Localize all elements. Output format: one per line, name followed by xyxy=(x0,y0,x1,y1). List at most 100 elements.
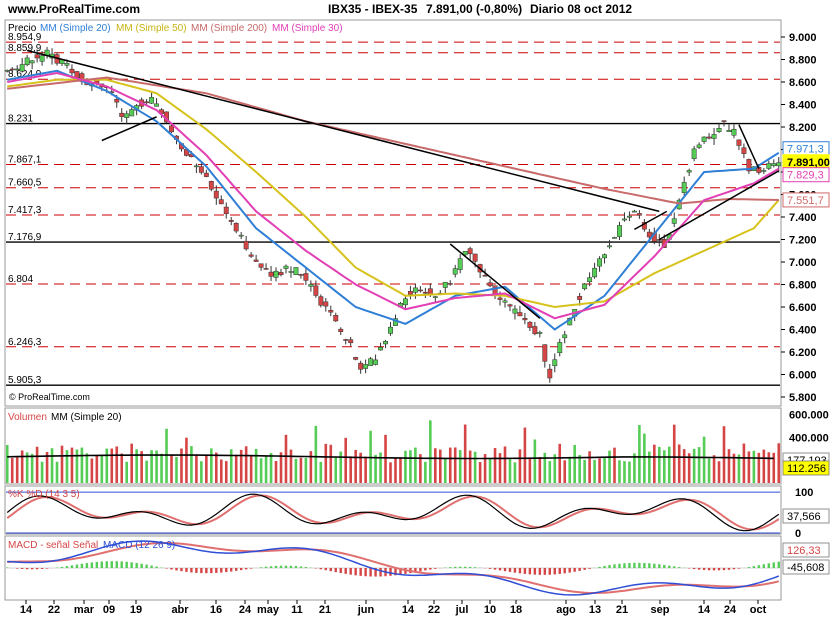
volume-bar xyxy=(45,451,49,483)
macd-hist-bar xyxy=(603,565,606,568)
price-badge xyxy=(782,167,830,183)
volume-bar xyxy=(359,452,362,483)
macd-hist-bar xyxy=(608,565,611,568)
macd-hist-bar xyxy=(668,565,671,568)
stoch-tick: 100 xyxy=(795,487,813,499)
candle-body xyxy=(268,271,274,277)
volume-bar xyxy=(409,450,412,483)
candle-body xyxy=(721,120,727,122)
y-tick-label: 6.000 xyxy=(789,370,817,382)
trend-line xyxy=(658,170,780,241)
volume-tick: 400.000 xyxy=(789,432,829,444)
candle-body xyxy=(298,274,304,276)
x-tick-label: 10 xyxy=(484,604,496,616)
volume-bar xyxy=(50,448,54,483)
candle-body xyxy=(169,125,174,133)
macd-hist-bar xyxy=(215,568,218,573)
macd-hist-bar xyxy=(498,568,502,571)
volume-bar xyxy=(214,452,218,483)
macd-hist-bar xyxy=(757,565,761,568)
candle-body xyxy=(9,68,15,71)
y-tick-label: 6.600 xyxy=(789,302,817,314)
macd-hist-bar xyxy=(95,561,99,568)
candle-body xyxy=(24,57,30,65)
stoch-k-line xyxy=(6,493,780,532)
candle-body xyxy=(19,64,25,72)
macd-hist-bar xyxy=(230,568,233,572)
volume-bar xyxy=(478,462,482,483)
volume-bar xyxy=(185,437,188,483)
level-label: 7.417,3 xyxy=(8,205,42,216)
volume-bar xyxy=(662,450,666,483)
candle-body xyxy=(776,162,782,167)
macd-hist-bar xyxy=(727,568,731,570)
volume-bar xyxy=(294,458,298,483)
candle-body xyxy=(353,357,359,360)
y-tick-label: 6.400 xyxy=(789,325,817,337)
volume-bar xyxy=(453,447,457,483)
candle-body xyxy=(149,97,155,104)
volume-bar xyxy=(210,448,213,483)
volume-bar xyxy=(737,454,741,483)
volume-bar xyxy=(259,458,263,483)
macd-hist-bar xyxy=(364,568,367,577)
volume-bar xyxy=(339,451,343,483)
candle-body xyxy=(373,359,379,365)
period-text: Diario 08 oct 2012 xyxy=(530,2,633,16)
macd-hist-bar xyxy=(523,568,527,574)
macd-badge xyxy=(782,542,830,558)
macd-hist-bar xyxy=(697,568,701,570)
macd-hist-bar xyxy=(588,568,591,569)
volume-bar xyxy=(593,459,596,483)
volume-bar xyxy=(742,443,746,483)
candle-body xyxy=(592,267,598,278)
volume-bar xyxy=(613,447,616,483)
candle-body xyxy=(193,165,199,168)
macd-hist-bar xyxy=(244,568,248,570)
candle-body xyxy=(39,55,45,62)
volume-bar xyxy=(90,458,94,483)
macd-hist-bar xyxy=(613,564,616,568)
macd-hist-bar xyxy=(284,565,288,568)
candle-body xyxy=(562,334,568,339)
candle-body xyxy=(626,215,632,218)
macd-hist-bar xyxy=(120,561,123,568)
macd-hist-bar xyxy=(473,567,477,568)
y-tick-label: 7.000 xyxy=(789,257,817,269)
x-tick-label: 14 xyxy=(698,604,711,616)
volume-bar xyxy=(677,444,681,483)
macd-hist-bar xyxy=(553,568,556,575)
volume-bar xyxy=(95,455,99,483)
volume-bar xyxy=(374,454,377,483)
x-tick-label: 21 xyxy=(616,604,628,616)
trend-line xyxy=(26,49,660,213)
macd-hist-bar xyxy=(434,568,437,569)
level-label: 8.624,9 xyxy=(8,69,42,80)
volume-bar xyxy=(702,436,706,483)
candle-body xyxy=(552,359,558,367)
macd-hist-bar xyxy=(399,568,402,575)
volume-bar xyxy=(752,450,756,483)
candle-body xyxy=(771,163,777,166)
volume-bar xyxy=(20,450,24,483)
candle-body xyxy=(617,225,622,237)
candle-body xyxy=(129,109,135,117)
volume-bar xyxy=(254,448,258,483)
macd-hist-bar xyxy=(563,568,566,574)
candle-body xyxy=(273,270,279,278)
volume-bar xyxy=(379,452,382,483)
macd-hist-bar xyxy=(633,562,636,568)
candle-body xyxy=(497,297,503,300)
candle-body xyxy=(338,328,344,332)
candle-body xyxy=(746,159,752,172)
stoch-badge xyxy=(782,508,830,524)
volume-bar xyxy=(115,446,119,483)
volume-bar xyxy=(399,457,402,483)
macd-hist-bar xyxy=(429,568,432,570)
macd-hist-bar xyxy=(90,562,94,568)
level-label: 7.867,1 xyxy=(8,154,42,165)
volume-bar xyxy=(15,456,19,483)
volume-bar xyxy=(175,457,178,483)
macd-hist-bar xyxy=(15,568,19,569)
